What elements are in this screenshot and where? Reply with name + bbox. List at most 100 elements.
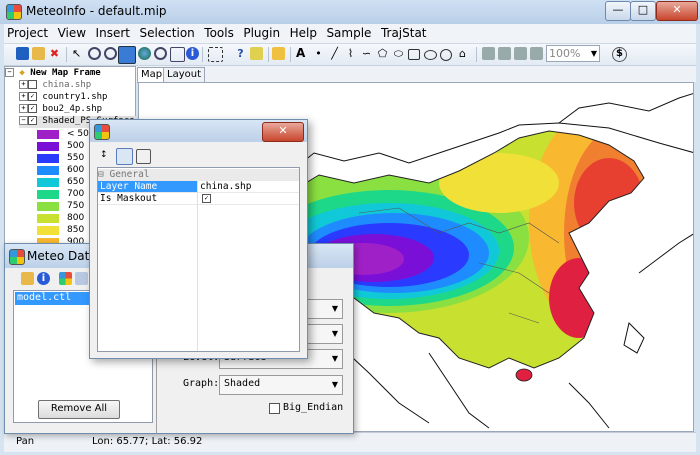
main-title-bar: MeteoInfo - default.mip — □ ✕ <box>0 0 700 24</box>
collapse-icon[interactable]: − <box>19 116 28 125</box>
polyline-icon[interactable]: ⌇ <box>347 47 354 60</box>
zoom-selection-icon[interactable] <box>170 47 185 62</box>
property-pages-icon[interactable] <box>136 149 151 164</box>
full-extent-icon[interactable] <box>138 47 151 60</box>
menu-view[interactable]: View <box>57 26 87 40</box>
edit-icon[interactable] <box>272 47 285 60</box>
legend-label: 550 <box>67 153 85 163</box>
big-endian-checkbox[interactable] <box>269 403 280 414</box>
maskout-checkbox[interactable]: ✓ <box>202 194 211 203</box>
rectangle-icon[interactable] <box>408 49 420 60</box>
graph-combo[interactable]: Shaded ▼ <box>219 375 343 395</box>
property-value[interactable]: china.shp <box>200 181 252 192</box>
measure-icon[interactable] <box>250 47 263 60</box>
layer-row[interactable]: + ✓ country1.shp <box>19 92 107 104</box>
add-layer-icon[interactable] <box>16 47 29 60</box>
menu-project[interactable]: Project <box>7 26 49 40</box>
info-icon[interactable]: i <box>37 272 50 285</box>
legend-label: 600 <box>67 165 85 175</box>
menu-selection[interactable]: Selection <box>139 26 195 40</box>
point-icon[interactable]: • <box>315 47 322 60</box>
circle-icon[interactable] <box>440 49 452 61</box>
time-combo[interactable]: ▼ <box>307 324 343 344</box>
layer-checkbox[interactable]: ✓ <box>28 92 37 101</box>
zoom-value: 100% <box>549 47 581 60</box>
category-general[interactable]: ⊟ General <box>98 169 299 181</box>
layout-page-icon[interactable] <box>482 47 495 60</box>
help-icon[interactable]: ? <box>237 47 244 60</box>
variable-combo[interactable]: ▼ <box>307 299 343 319</box>
meteo-title: Meteo Data <box>27 249 97 263</box>
grid-icon[interactable] <box>75 272 88 285</box>
ellipse-icon[interactable] <box>424 50 437 60</box>
maximize-button[interactable]: □ <box>630 1 656 21</box>
property-row[interactable]: Layer Name china.shp <box>98 181 299 193</box>
collapse-icon[interactable]: ⊟ <box>98 169 104 180</box>
legend-label: 500 <box>67 141 85 151</box>
categorized-icon[interactable] <box>116 148 133 165</box>
collapse-icon[interactable]: − <box>5 68 14 77</box>
menu-plugin[interactable]: Plugin <box>243 26 281 40</box>
grid-divider <box>197 181 198 351</box>
layout-zoom-icon[interactable] <box>498 47 511 60</box>
app-icon <box>6 4 22 20</box>
category-label: General <box>109 169 150 180</box>
label-icon[interactable]: ⌂ <box>459 47 466 60</box>
identify-icon[interactable]: i <box>186 47 199 60</box>
plot-icon[interactable] <box>59 272 72 285</box>
close-button[interactable]: ✕ <box>656 1 698 21</box>
line-icon[interactable]: ╱ <box>331 47 338 60</box>
chevron-down-icon: ▼ <box>590 49 597 58</box>
map-frame-label: New Map Frame <box>30 68 101 78</box>
layer-row[interactable]: + ✓ bou2_4p.shp <box>19 104 102 116</box>
currency-icon[interactable]: $ <box>612 47 627 62</box>
chevron-down-icon: ▼ <box>331 354 338 363</box>
open-icon[interactable] <box>32 47 45 60</box>
zoom-out-icon[interactable] <box>104 47 117 60</box>
layer-properties-dialog: ✕ ↕ ⊟ General Layer Name china.shp Is Ma… <box>89 119 308 359</box>
layer-row[interactable]: + china.shp <box>19 80 91 92</box>
menu-insert[interactable]: Insert <box>95 26 130 40</box>
menu-sample[interactable]: Sample <box>326 26 372 40</box>
tab-layout[interactable]: Layout <box>163 67 205 83</box>
layer-checkbox[interactable] <box>28 80 37 89</box>
polygon-icon[interactable]: ⬠ <box>377 47 388 60</box>
property-row[interactable]: Is Maskout ✓ <box>98 193 299 205</box>
toolbar: ✖ ↖ i ? A • ╱ ⌇ ∽ ⬠ ⬭ ⌂ $ <box>4 44 696 66</box>
layout-fit-icon[interactable] <box>514 47 527 60</box>
select-icon[interactable]: ↖ <box>72 47 82 60</box>
zoom-combo[interactable]: 100% ▼ <box>546 45 600 62</box>
expand-icon[interactable]: + <box>19 80 28 89</box>
expand-icon[interactable]: + <box>19 92 28 101</box>
menu-trajstat[interactable]: TrajStat <box>380 26 427 40</box>
curve-icon[interactable]: ∽ <box>361 47 372 60</box>
sort-alpha-icon[interactable]: ↕ <box>100 150 108 160</box>
zoom-layer-icon[interactable] <box>154 47 167 60</box>
remove-icon[interactable]: ✖ <box>49 47 60 60</box>
pan-icon[interactable] <box>118 46 136 64</box>
layer-checkbox[interactable]: ✓ <box>28 104 37 113</box>
menu-tools[interactable]: Tools <box>204 26 234 40</box>
legend-label: 800 <box>67 213 85 223</box>
zoom-in-icon[interactable] <box>88 47 101 60</box>
big-endian-label: Big_Endian <box>283 402 344 413</box>
text-icon[interactable]: A <box>296 46 306 60</box>
layer-name: country1.shp <box>42 92 108 102</box>
props-toolbar: ↕ <box>98 148 158 165</box>
legend-root[interactable]: − ◆ New Map Frame <box>5 68 101 80</box>
select-features-icon[interactable] <box>208 47 223 62</box>
menu-help[interactable]: Help <box>289 26 317 40</box>
layout-actual-icon[interactable] <box>530 47 543 60</box>
legend-label: 850 <box>67 225 85 235</box>
remove-all-button[interactable]: Remove All <box>38 400 120 419</box>
props-close-button[interactable]: ✕ <box>262 122 304 142</box>
tab-map[interactable]: Map <box>137 67 167 83</box>
minimize-button[interactable]: — <box>605 1 631 21</box>
legend-swatch <box>37 178 59 187</box>
curve-polygon-icon[interactable]: ⬭ <box>393 47 404 60</box>
legend-swatch <box>37 214 59 223</box>
open-icon[interactable] <box>21 272 34 285</box>
status-mode: Pan <box>16 436 35 447</box>
layer-checkbox[interactable]: ✓ <box>28 116 37 125</box>
expand-icon[interactable]: + <box>19 104 28 113</box>
